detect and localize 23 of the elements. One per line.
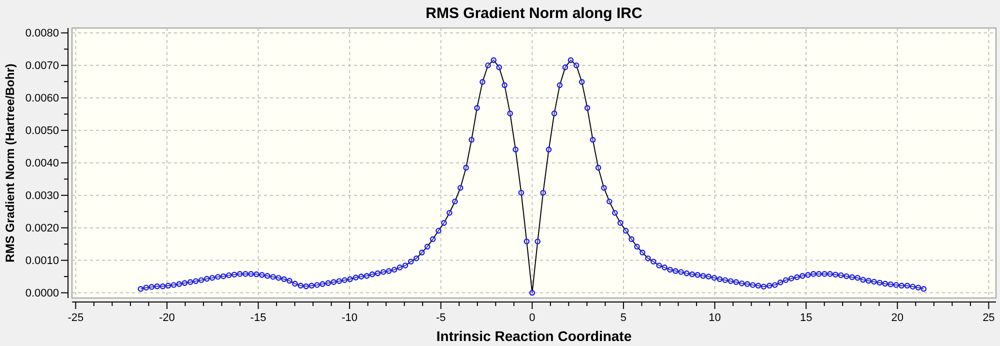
x-tick-label: -15	[250, 312, 266, 324]
x-tick-label: 5	[620, 312, 627, 324]
x-tick-label: -10	[342, 312, 358, 324]
chart-title: RMS Gradient Norm along IRC	[426, 5, 643, 22]
x-tick-label: -25	[68, 312, 84, 324]
y-tick-label: 0.0080	[25, 28, 59, 40]
x-tick-label: -5	[436, 312, 446, 324]
y-tick-label: 0.0010	[25, 255, 59, 268]
x-tick-label: 0	[529, 312, 536, 324]
y-tick-label: 0.0000	[25, 288, 59, 300]
x-tick-label: 10	[708, 312, 721, 324]
x-tick-label: 15	[800, 312, 812, 324]
y-tick-label: 0.0040	[25, 158, 59, 170]
y-tick-label: 0.0060	[25, 92, 59, 105]
y-axis-title: RMS Gradient Norm (Hartree/Bohr)	[3, 64, 17, 262]
x-tick-label: 25	[982, 312, 995, 324]
x-axis-title: Intrinsic Reaction Coordinate	[436, 328, 632, 344]
y-tick-label: 0.0020	[25, 222, 59, 235]
x-tick-label: 20	[891, 312, 904, 324]
x-tick-label: -20	[159, 312, 175, 324]
y-tick-label: 0.0070	[25, 60, 59, 72]
y-tick-label: 0.0050	[25, 125, 59, 138]
y-tick-label: 0.0030	[25, 190, 59, 202]
